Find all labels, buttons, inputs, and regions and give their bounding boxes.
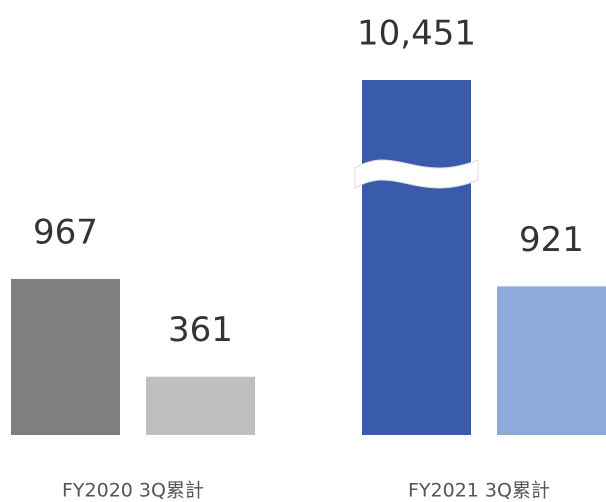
bar: [11, 278, 120, 435]
x-tick-label: FY2020 3Q累計: [62, 480, 204, 502]
axis-break: [354, 159, 479, 189]
bar: [146, 376, 255, 435]
data-label: 967: [33, 212, 98, 252]
bar: [497, 286, 606, 435]
data-label: 361: [168, 310, 233, 350]
data-label: 921: [519, 220, 584, 260]
x-tick-label: FY2021 3Q累計: [408, 480, 550, 502]
bar: [362, 80, 471, 435]
data-label: 10,451: [357, 14, 476, 54]
